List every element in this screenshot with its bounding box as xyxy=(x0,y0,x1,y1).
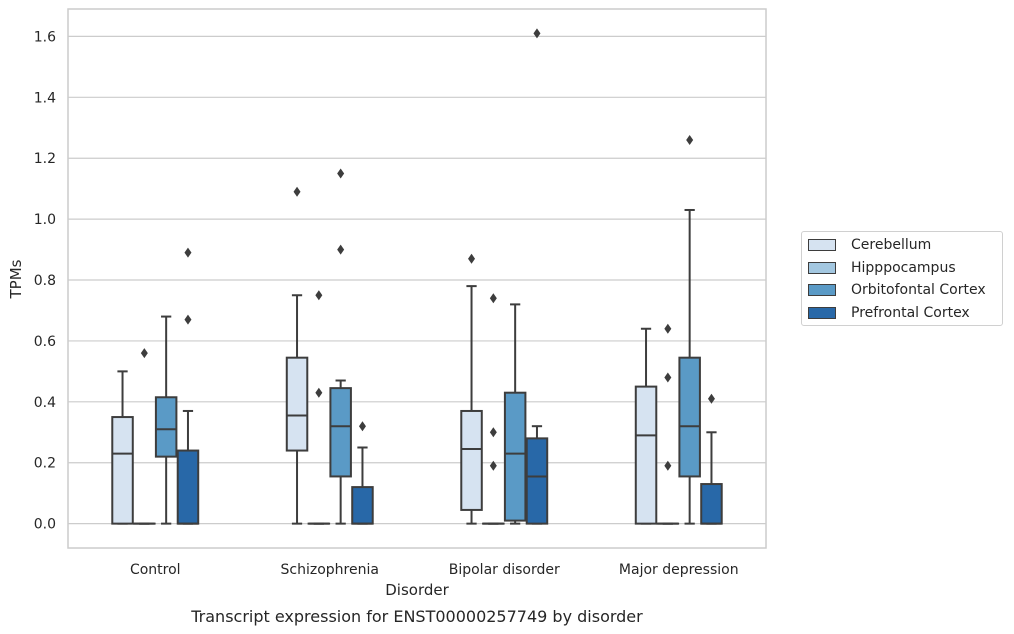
outlier-point xyxy=(315,290,323,301)
outlier-point xyxy=(184,247,192,258)
y-tick-label: 0.8 xyxy=(34,273,56,289)
box-group xyxy=(307,290,331,525)
legend-label-orbitofrontal: Orbitofontal Cortex xyxy=(851,282,986,298)
box-group xyxy=(460,253,483,525)
boxes xyxy=(111,28,723,525)
box-group xyxy=(525,28,549,525)
box-group xyxy=(329,168,352,525)
outlier-point xyxy=(468,253,476,264)
box-group xyxy=(503,303,527,525)
outlier-point xyxy=(184,314,192,325)
x-tick-label: Major depression xyxy=(619,562,739,578)
legend-item-orbitofrontal: Orbitofontal Cortex xyxy=(808,280,986,300)
outlier-point xyxy=(337,168,345,179)
y-tick-label: 0.6 xyxy=(34,334,56,350)
outlier-point xyxy=(337,244,345,255)
legend-item-prefrontal: Prefrontal Cortex xyxy=(808,303,970,323)
box-body xyxy=(351,486,374,525)
outlier-point xyxy=(140,348,148,359)
legend: Cerebellum Hipppocampus Orbitofontal Cor… xyxy=(801,231,1003,326)
box-body xyxy=(176,449,200,525)
box-group xyxy=(700,393,723,525)
legend-swatch-prefrontal xyxy=(808,307,836,319)
outlier-point xyxy=(707,393,715,404)
box-group xyxy=(482,293,505,525)
box-group xyxy=(176,247,200,525)
box-body xyxy=(154,396,178,458)
outlier-point xyxy=(489,293,497,304)
box-body xyxy=(460,409,483,511)
y-axis-label: TPMs xyxy=(7,259,25,299)
box-group xyxy=(285,186,309,525)
x-tick-label: Schizophrenia xyxy=(281,562,379,578)
y-tick-label: 1.4 xyxy=(34,90,56,106)
y-tick-label: 0.4 xyxy=(34,395,56,411)
y-tick-label: 0.2 xyxy=(34,456,56,472)
legend-swatch-hippocampus xyxy=(808,262,836,274)
box-group xyxy=(656,323,680,525)
x-tick-label: Bipolar disorder xyxy=(449,562,560,578)
x-tick-label: Control xyxy=(130,562,181,578)
box-group xyxy=(634,327,658,525)
legend-label-prefrontal: Prefrontal Cortex xyxy=(851,305,970,321)
box-body xyxy=(678,356,701,478)
box-group xyxy=(351,421,374,525)
y-tick-label: 1.6 xyxy=(34,29,56,45)
box-body xyxy=(329,387,352,478)
outlier-point xyxy=(358,421,366,432)
chart-caption: Transcript expression for ENST0000025774… xyxy=(190,607,643,626)
box-group xyxy=(154,315,178,525)
box-body xyxy=(503,391,527,522)
outlier-point xyxy=(489,460,497,471)
outlier-point xyxy=(686,134,694,145)
box-group xyxy=(133,348,156,525)
outlier-point xyxy=(664,372,672,383)
x-axis-label: Disorder xyxy=(385,581,449,599)
outlier-point xyxy=(489,427,497,438)
legend-swatch-orbitofrontal xyxy=(808,284,836,296)
x-axis-ticks: Control Schizophrenia Bipolar disorder Majo… xyxy=(130,562,739,578)
y-tick-label: 0.0 xyxy=(34,517,56,533)
outlier-point xyxy=(315,387,323,398)
outlier-point xyxy=(533,28,541,39)
box-body xyxy=(634,385,658,525)
outlier-point xyxy=(664,460,672,471)
box-body xyxy=(525,437,549,525)
box-body xyxy=(285,356,309,452)
legend-item-hippocampus: Hipppocampus xyxy=(808,258,956,278)
plot-area xyxy=(67,8,767,549)
y-axis-ticks: 0.0 0.2 0.4 0.6 0.8 1.0 1.2 1.4 1.6 xyxy=(34,29,56,532)
y-tick-label: 1.2 xyxy=(34,151,56,167)
legend-swatch-cerebellum xyxy=(808,239,836,251)
box-group xyxy=(111,370,134,525)
outlier-point xyxy=(664,323,672,334)
legend-label-cerebellum: Cerebellum xyxy=(851,237,932,253)
legend-label-hippocampus: Hipppocampus xyxy=(851,260,956,276)
box-group xyxy=(678,134,701,525)
box-body xyxy=(111,416,134,525)
outlier-point xyxy=(293,186,301,197)
box-body xyxy=(700,483,723,525)
legend-item-cerebellum: Cerebellum xyxy=(808,235,931,255)
y-tick-label: 1.0 xyxy=(34,212,56,228)
